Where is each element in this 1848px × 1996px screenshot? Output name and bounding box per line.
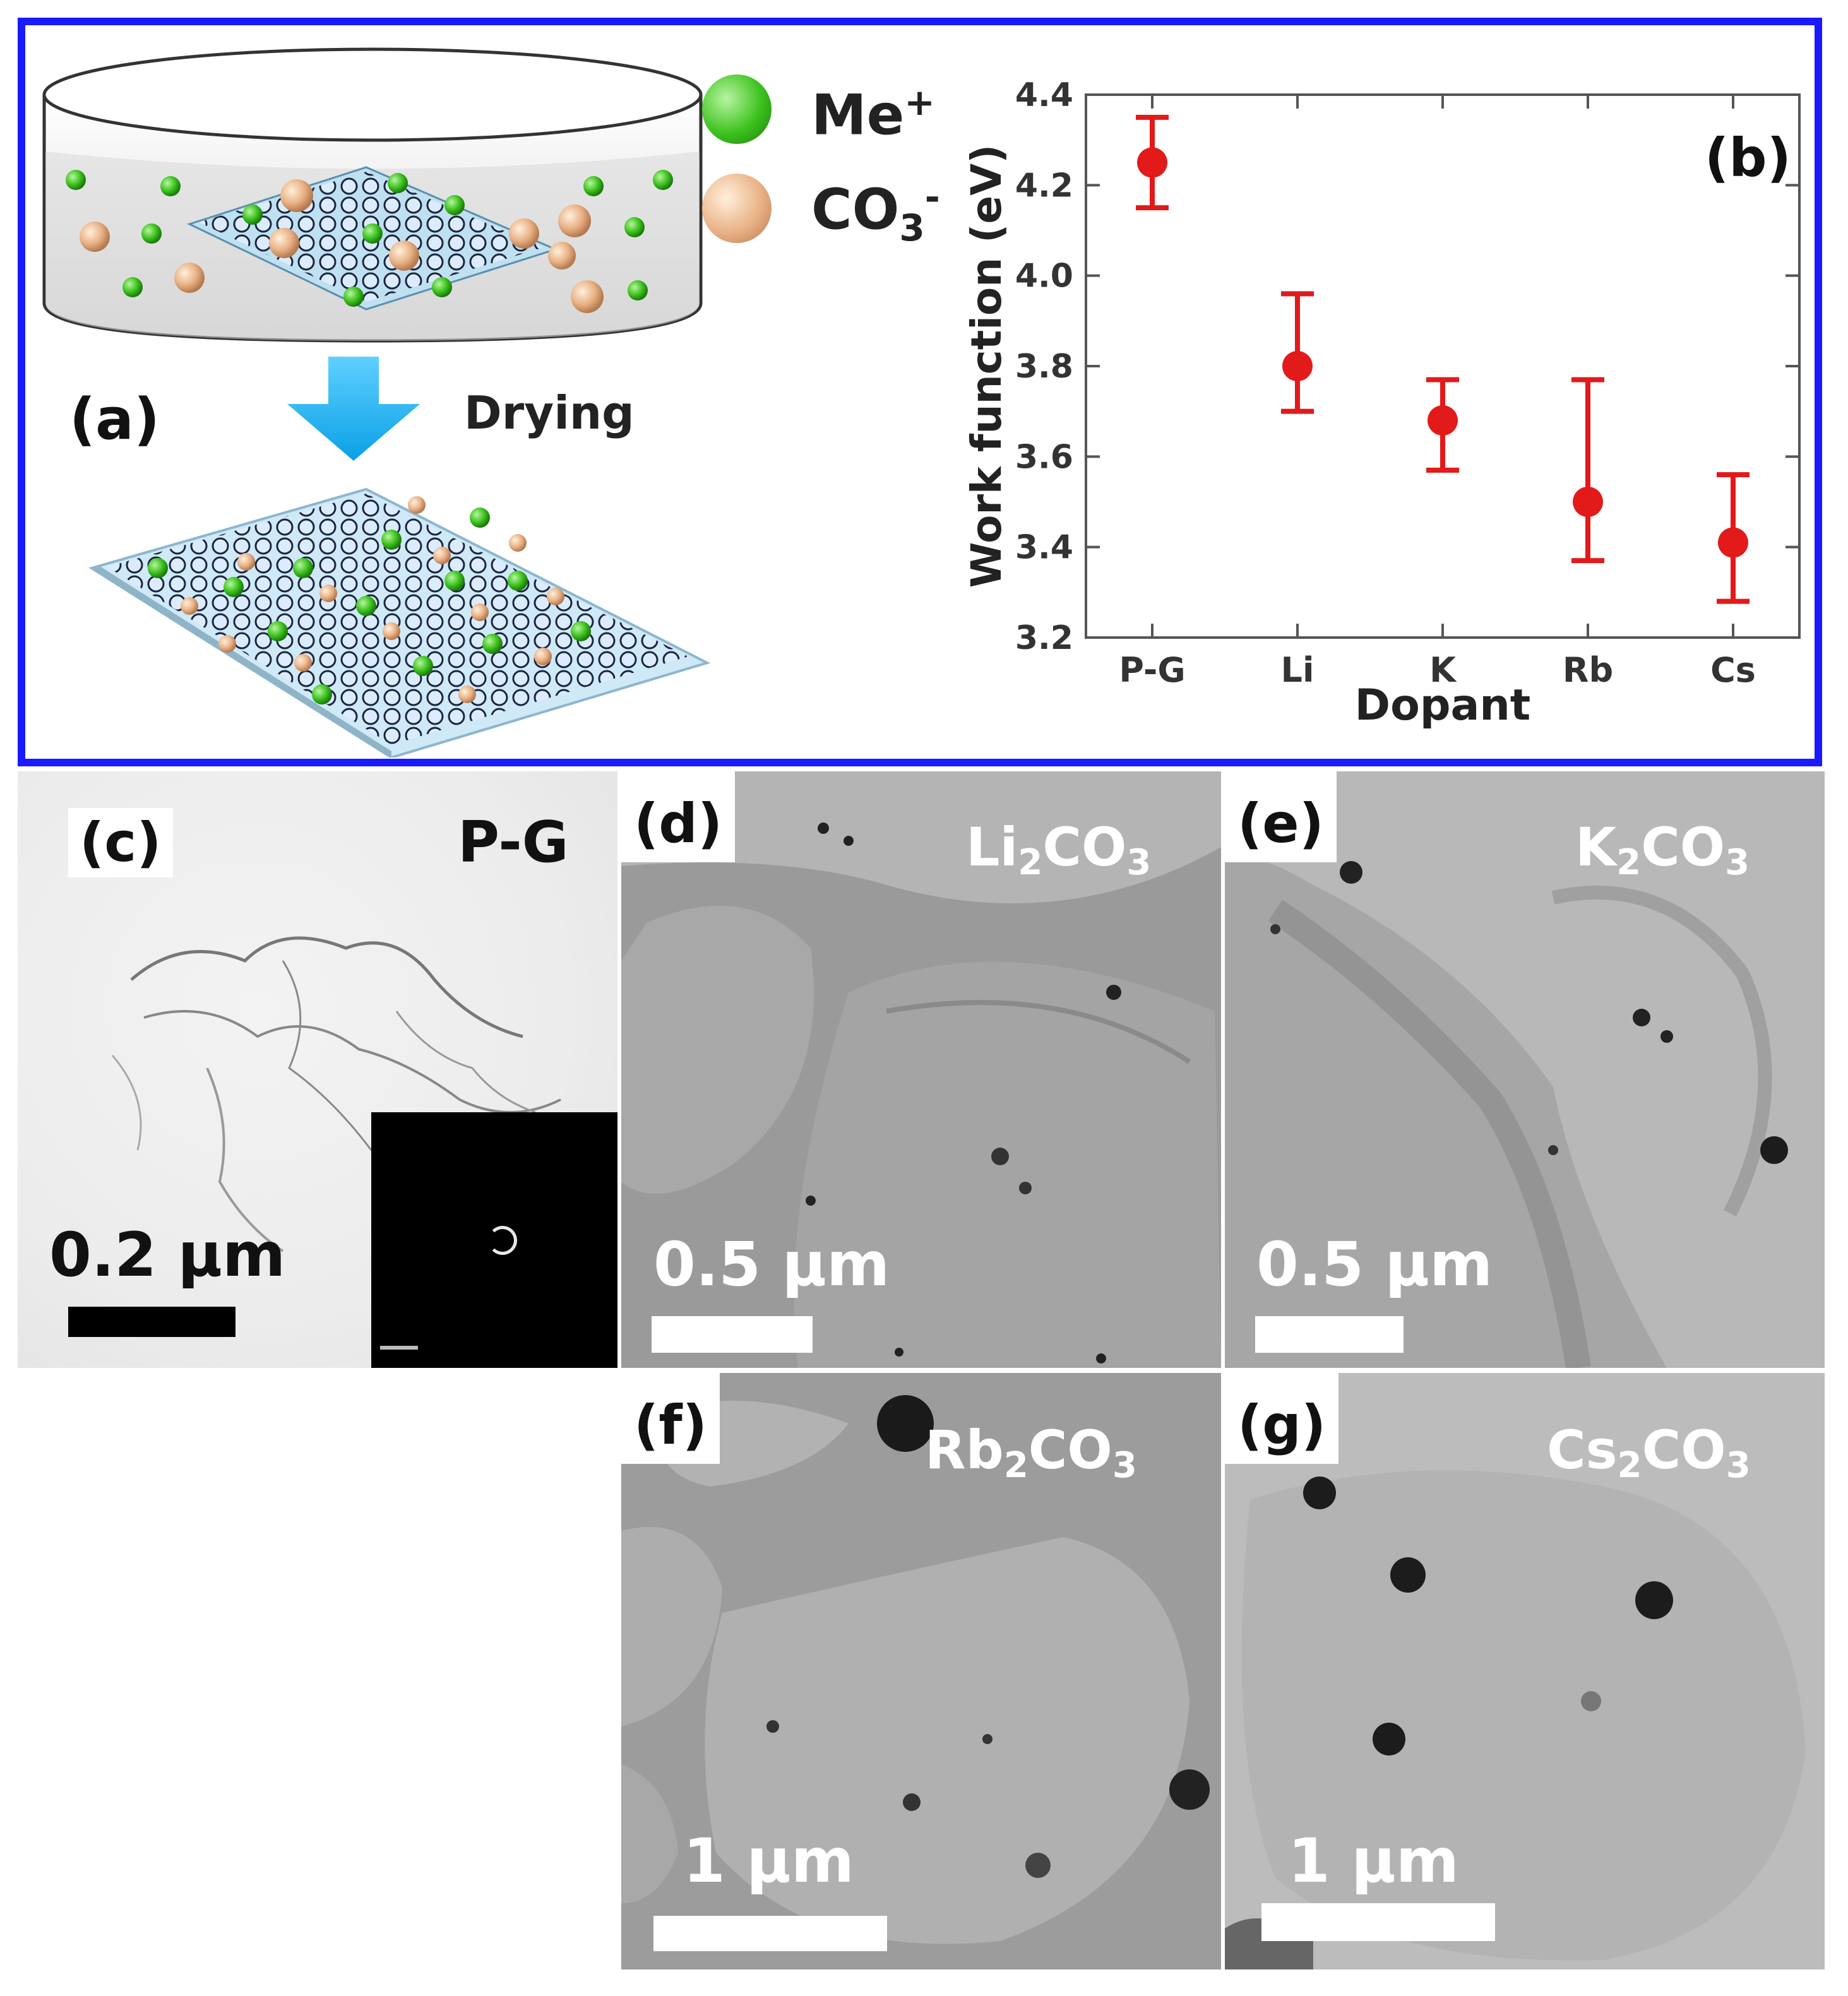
- panel-label-b: (b): [1705, 127, 1791, 189]
- green-sphere-icon: [702, 74, 772, 144]
- dried-doped-graphene-sheet: [88, 487, 711, 757]
- y-axis-ticks: 3.2 3.4 3.6 3.8 4.0 4.2 4.4: [1015, 76, 1799, 657]
- panel-f-scale-label: 1 μm: [683, 1826, 854, 1896]
- panel-d-scale-label: 0.5 μm: [653, 1229, 890, 1300]
- down-arrow-icon: [287, 357, 420, 461]
- panel-e-scale-bar: [1255, 1316, 1404, 1353]
- x-tick-label: P-G: [1119, 650, 1185, 690]
- x-axis-label: Dopant: [1355, 680, 1531, 730]
- panel-c-scale-bar: [68, 1307, 235, 1337]
- y-tick-label: 4.0: [1015, 258, 1073, 295]
- x-tick-label: K: [1429, 650, 1457, 690]
- drying-label: Drying: [464, 386, 635, 439]
- y-tick-label: 3.2: [1015, 619, 1073, 657]
- doping-schematic: [42, 47, 711, 757]
- y-axis-label: Work function (eV): [962, 145, 1011, 588]
- tem-image-cs2co3: [1225, 1373, 1825, 1969]
- panel-d-title: Li2CO3: [966, 816, 1152, 883]
- carbon-grid-texture: [621, 1395, 1210, 1944]
- data-point: [1573, 487, 1603, 517]
- data-markers: [1136, 114, 1750, 604]
- diffraction-pattern-inset: [371, 1112, 617, 1368]
- legend-carbonate-ion: CO3-: [811, 175, 940, 249]
- panel-c-scale-label: 0.2 μm: [49, 1220, 286, 1290]
- data-point: [1718, 527, 1748, 558]
- panel-label-e: (e): [1225, 771, 1337, 862]
- panel-c-title: P-G: [458, 809, 569, 876]
- ions-in-solution: [66, 170, 673, 313]
- tem-image-li2co3: [621, 771, 1221, 1368]
- panel-label-a: (a): [69, 386, 160, 453]
- work-function-chart: 3.2 3.4 3.6 3.8 4.0 4.2 4.4 P-G Li K Rb Cs Work fu…: [962, 76, 1801, 730]
- data-point: [1282, 351, 1313, 381]
- y-tick-label: 3.6: [1015, 438, 1073, 476]
- inset-scale-bar: [380, 1346, 418, 1350]
- y-tick-label: 3.8: [1015, 348, 1073, 386]
- panel-g-scale-label: 1 μm: [1288, 1826, 1459, 1896]
- orange-sphere-icon: [702, 174, 772, 243]
- tem-image-rb2co3: [621, 1373, 1221, 1969]
- panel-g-title: Cs2CO3: [1547, 1419, 1751, 1486]
- x-axis-ticks: P-G Li K Rb Cs: [1119, 95, 1756, 690]
- panel-label-d: (d): [621, 771, 736, 862]
- plot-area: [1085, 93, 1801, 639]
- panel-e-title: K2CO3: [1575, 816, 1750, 883]
- panel-label-f: (f): [621, 1373, 720, 1464]
- data-point: [1137, 147, 1167, 178]
- panel-f-scale-bar: [653, 1916, 887, 1951]
- y-tick-label: 4.2: [1015, 167, 1073, 205]
- y-tick-label: 4.4: [1015, 76, 1073, 114]
- carbon-grid-texture: [1225, 1373, 1825, 1969]
- carbon-grid-texture: [621, 771, 1221, 1368]
- panel-label-g: (g): [1225, 1373, 1339, 1464]
- diffraction-ring-icon: [488, 1226, 517, 1255]
- panel-d-scale-bar: [652, 1316, 813, 1353]
- panel-f-title: Rb2CO3: [925, 1419, 1137, 1486]
- panel-g-scale-bar: [1261, 1903, 1495, 1941]
- panel-label-c: (c): [68, 808, 173, 877]
- x-tick-label: Cs: [1710, 650, 1756, 690]
- graphene-flake-texture: [111, 936, 561, 1252]
- legend-me-ion: Me+: [811, 81, 935, 148]
- carbon-grid-texture: [1225, 771, 1825, 1368]
- panel-e-scale-label: 0.5 μm: [1256, 1229, 1493, 1300]
- data-point: [1428, 405, 1458, 436]
- x-tick-label: Li: [1281, 650, 1314, 690]
- tem-image-k2co3: [1225, 771, 1825, 1368]
- y-tick-label: 3.4: [1015, 529, 1073, 567]
- x-tick-label: Rb: [1563, 650, 1613, 690]
